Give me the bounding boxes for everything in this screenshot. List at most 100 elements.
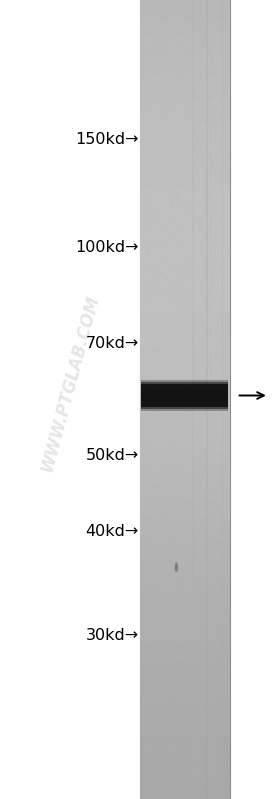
Point (160, 372, 165, 385)
Point (168, 248, 172, 261)
Point (147, 724, 152, 737)
Point (200, 194, 205, 207)
Point (169, 622, 173, 635)
Point (171, 775, 176, 788)
Point (222, 782, 226, 795)
Point (213, 46, 218, 58)
Point (150, 209, 154, 222)
Point (167, 240, 171, 253)
Point (149, 615, 153, 628)
Point (141, 233, 146, 246)
Point (187, 479, 191, 492)
Point (165, 456, 170, 469)
Bar (140, 144, 230, 148)
Point (220, 8, 225, 21)
Point (143, 204, 147, 217)
Bar (140, 156, 230, 160)
Point (147, 264, 152, 277)
Point (165, 604, 169, 617)
Point (205, 729, 210, 742)
Point (174, 503, 178, 516)
Point (217, 474, 222, 487)
Point (199, 400, 203, 413)
Point (218, 213, 222, 225)
Point (202, 525, 207, 538)
Point (141, 758, 145, 771)
Point (153, 495, 157, 508)
Point (203, 394, 208, 407)
Point (208, 691, 212, 704)
Point (191, 180, 195, 193)
Bar (140, 635, 230, 639)
Point (192, 92, 197, 105)
Point (156, 587, 161, 600)
Point (185, 452, 189, 465)
Point (175, 470, 179, 483)
Point (153, 686, 158, 699)
Point (146, 266, 151, 279)
Point (190, 714, 195, 726)
Point (213, 669, 217, 682)
Point (176, 407, 181, 420)
Point (184, 667, 188, 680)
Point (219, 301, 223, 314)
Point (178, 227, 182, 240)
Point (152, 261, 157, 274)
Point (221, 392, 225, 404)
Point (148, 707, 152, 720)
Point (206, 530, 211, 543)
Point (212, 573, 217, 586)
Point (165, 475, 169, 487)
Point (177, 641, 181, 654)
Point (153, 650, 158, 662)
Point (223, 40, 227, 53)
Point (216, 350, 220, 363)
Point (211, 306, 215, 319)
Point (205, 104, 210, 117)
Point (147, 737, 151, 749)
Point (170, 601, 174, 614)
Point (197, 585, 201, 598)
Point (216, 592, 220, 605)
Point (155, 38, 160, 51)
Point (144, 67, 148, 80)
Point (142, 2, 146, 14)
Point (147, 132, 151, 145)
Point (144, 296, 148, 308)
Point (220, 272, 224, 284)
Point (196, 717, 200, 729)
Point (169, 487, 174, 499)
Point (183, 488, 187, 501)
Point (224, 238, 228, 251)
Point (216, 407, 221, 420)
Point (170, 458, 174, 471)
Point (184, 124, 188, 137)
Point (188, 285, 192, 298)
Point (214, 360, 219, 373)
Point (160, 328, 164, 340)
Point (157, 448, 162, 461)
Point (180, 657, 185, 670)
Point (197, 42, 201, 54)
Point (214, 416, 218, 429)
Point (164, 670, 168, 682)
Point (203, 348, 207, 360)
Point (214, 362, 219, 375)
Point (172, 561, 177, 574)
Point (157, 418, 162, 431)
Point (141, 28, 146, 41)
Point (180, 614, 185, 627)
Point (172, 693, 176, 706)
Bar (141, 390, 228, 409)
Point (221, 656, 225, 669)
Point (197, 547, 201, 560)
Point (195, 634, 199, 647)
Point (144, 381, 149, 394)
Point (162, 69, 166, 81)
Point (149, 599, 154, 612)
Point (146, 730, 150, 743)
Point (176, 509, 181, 522)
Point (176, 371, 180, 384)
Point (219, 454, 223, 467)
Point (212, 666, 216, 678)
